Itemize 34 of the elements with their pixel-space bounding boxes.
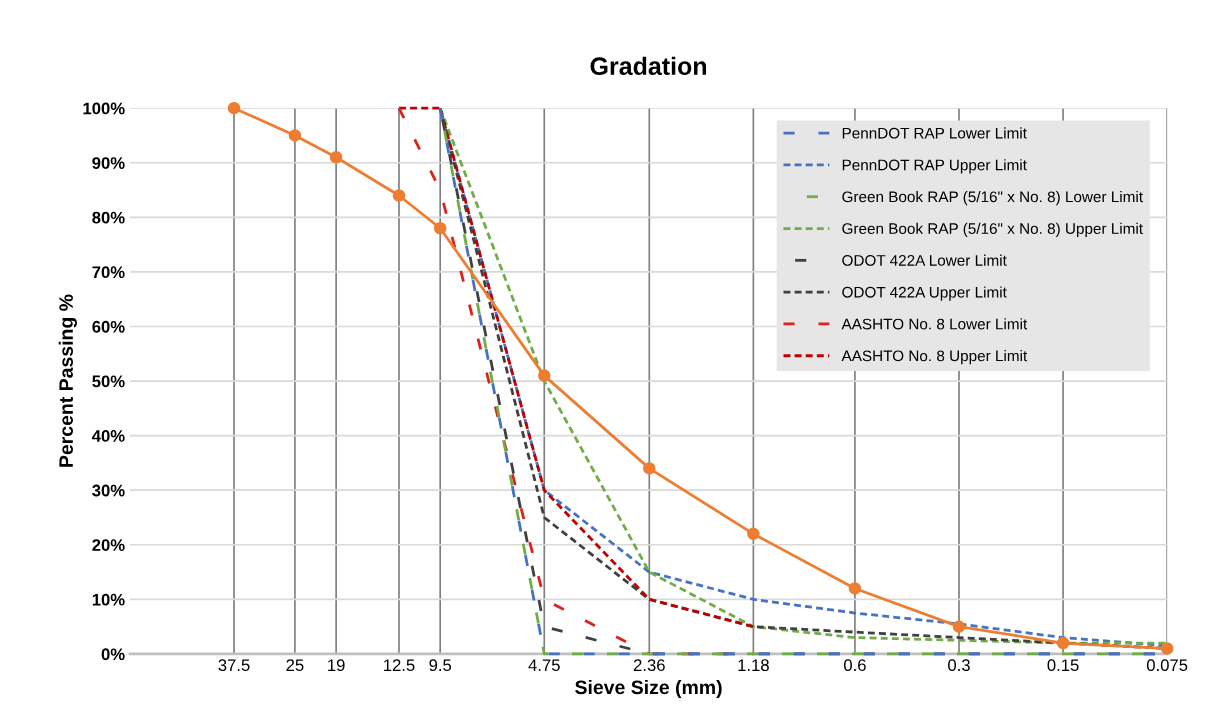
x-axis-title: Sieve Size (mm) <box>575 679 722 699</box>
x-tick-label: 2.36 <box>633 659 665 672</box>
x-tick-label: 25 <box>286 659 304 672</box>
y-tick-label: 60% <box>92 320 125 333</box>
legend-label: Green Book RAP (5/16" x No. 8) Lower Limit <box>842 190 1143 206</box>
legend-label: PennDOT RAP Upper Limit <box>842 159 1027 174</box>
y-tick-label: 10% <box>92 593 125 606</box>
x-tick-label: 37.5 <box>218 659 250 672</box>
x-tick-label: 9.5 <box>429 659 452 672</box>
y-axis-title: Percent Passing % <box>58 294 77 467</box>
x-tick-label: 1.18 <box>738 659 769 672</box>
y-tick-label: 40% <box>91 430 125 442</box>
legend-label: ODOT 422A Upper Limit <box>842 286 1007 301</box>
y-tick-label: 20% <box>92 539 125 551</box>
legend-label: AASHTO No. 8 Lower Limit <box>841 318 1028 330</box>
y-tick-label: 80% <box>92 211 125 224</box>
x-tick-label: 12.5 <box>384 659 415 672</box>
legend-label: PennDOT RAP Lower Limit <box>842 127 1027 139</box>
y-tick-label: 70% <box>92 266 125 279</box>
y-tick-label: 0% <box>101 648 125 661</box>
y-tick-label: 100% <box>83 102 125 115</box>
legend-label: AASHTO No. 8 Upper Limit <box>841 350 1028 365</box>
x-tick-label: 4.75 <box>528 659 560 672</box>
y-tick-label: 30% <box>92 484 125 497</box>
x-tick-label: 0.075 <box>1146 659 1188 672</box>
legend-label: Green Book RAP (5/16" x No. 8) Upper Limit <box>842 222 1143 238</box>
x-tick-label: 0.3 <box>948 659 970 672</box>
x-tick-label: 0.15 <box>1047 659 1079 672</box>
y-tick-label: 90% <box>92 157 125 169</box>
x-tick-label: 19 <box>328 659 345 672</box>
y-tick-label: 50% <box>92 375 125 388</box>
chart-title: Gradation <box>590 56 707 76</box>
x-tick-label: 0.6 <box>843 659 866 672</box>
legend-label: ODOT 422A Lower Limit <box>842 254 1007 266</box>
